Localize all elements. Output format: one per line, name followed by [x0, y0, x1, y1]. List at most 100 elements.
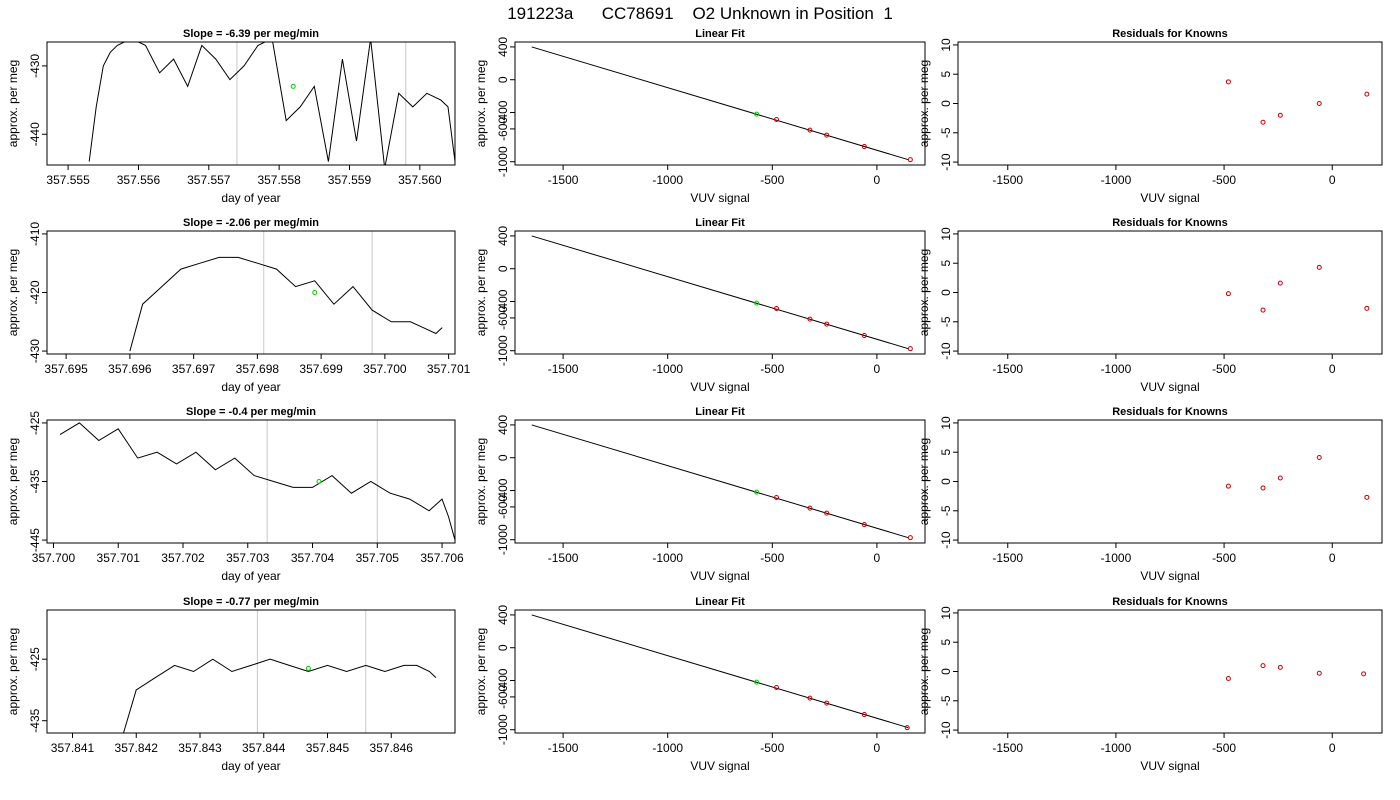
x-tick-label: 357.698 — [236, 362, 280, 376]
known-point — [907, 157, 913, 163]
known-point — [824, 510, 830, 516]
residual-point — [1277, 280, 1283, 286]
unknown-point — [754, 489, 760, 495]
y-tick-label: -435 — [28, 708, 42, 732]
y-tick-label: -10 — [939, 153, 953, 171]
x-tick-label: 357.557 — [187, 173, 231, 187]
residual-point — [1316, 670, 1322, 676]
residual-point — [1316, 264, 1322, 270]
y-tick-label: 5 — [939, 449, 953, 456]
x-tick-label: -500 — [1212, 551, 1236, 565]
y-tick-label: 0 — [496, 76, 510, 83]
y-tick-label: -425 — [28, 647, 42, 671]
fit-line — [531, 235, 909, 350]
chart-title: Slope = -6.39 per meg/min — [183, 28, 319, 40]
known-point — [861, 522, 867, 528]
residual-point — [1277, 475, 1283, 481]
x-tick-label: 357.842 — [115, 741, 159, 755]
midpoint-marker — [312, 290, 318, 295]
y-tick-label: -600 — [496, 117, 510, 141]
y-tick-label: -600 — [496, 685, 510, 709]
y-tick-label: -1000 — [496, 146, 510, 177]
chart-title: Linear Fit — [695, 406, 745, 418]
y-tick-label: -5 — [939, 316, 953, 327]
x-tick-label: -500 — [1212, 362, 1236, 376]
y-tick-label: -400 — [496, 668, 510, 692]
y-axis-label: approx. per meg — [474, 60, 488, 147]
midpoint-marker — [305, 665, 311, 671]
chart-title: Linear Fit — [695, 217, 745, 229]
x-tick-label: -1500 — [548, 551, 579, 565]
y-tick-label: -400 — [496, 289, 510, 313]
known-point — [824, 700, 830, 706]
known-point — [773, 305, 779, 311]
chart-title: Slope = -2.06 per meg/min — [183, 217, 319, 229]
x-tick-label: -1500 — [992, 551, 1023, 565]
x-axis-label: VUV signal — [690, 191, 749, 205]
plot-frame — [514, 230, 926, 355]
y-tick-label: -5 — [939, 695, 953, 706]
x-tick-label: 0 — [874, 551, 881, 565]
x-tick-label: 357.559 — [328, 173, 372, 187]
x-tick-label: -1000 — [1101, 362, 1132, 376]
known-point — [904, 725, 910, 731]
y-tick-label: 0 — [496, 644, 510, 651]
y-axis-label: approx. per meg — [6, 628, 20, 715]
x-axis-label: VUV signal — [1140, 380, 1199, 394]
chart-panel-timeseries-2: Slope = -2.06 per meg/min 357.695 357.696 3… — [6, 217, 471, 394]
x-tick-label: 0 — [1329, 551, 1336, 565]
residual-point — [1364, 91, 1370, 97]
x-axis-label: day of year — [221, 759, 280, 773]
y-axis-label: approx. per meg — [474, 628, 488, 715]
y-axis-label: approx. per meg — [917, 438, 931, 525]
residual-point — [1277, 664, 1283, 670]
x-tick-label: 0 — [874, 173, 881, 187]
residual-point — [1364, 305, 1370, 311]
known-point — [807, 505, 813, 511]
known-point — [907, 535, 913, 541]
chart-panel-residuals-3: Residuals for Knowns -1500 -1000 -500 0 -10 -5… — [917, 406, 1383, 583]
y-tick-label: 400 — [496, 37, 510, 57]
x-tick-label: -500 — [760, 551, 784, 565]
known-point — [773, 684, 779, 690]
plot-frame — [514, 419, 926, 544]
y-tick-label: -1000 — [496, 335, 510, 366]
y-tick-label: 400 — [496, 226, 510, 246]
x-tick-label: -1500 — [548, 741, 579, 755]
series-line-0 — [88, 42, 455, 165]
x-tick-label: 357.700 — [363, 362, 407, 376]
residual-point — [1260, 307, 1266, 313]
chart-title: Slope = -0.4 per meg/min — [186, 406, 316, 418]
x-tick-label: 357.697 — [172, 362, 216, 376]
x-tick-label: 0 — [1329, 741, 1336, 755]
y-tick-label: 5 — [939, 71, 953, 78]
midpoint-marker — [316, 479, 322, 484]
x-tick-label: -1000 — [652, 551, 683, 565]
residual-point — [1277, 112, 1283, 118]
x-axis-label: VUV signal — [1140, 759, 1199, 773]
residual-point — [1316, 454, 1322, 460]
y-tick-label: -5 — [939, 505, 953, 516]
plot-area — [129, 256, 443, 352]
series-line-0 — [59, 422, 455, 541]
residual-point — [1225, 79, 1231, 85]
known-point — [861, 144, 867, 150]
y-tick-label: 5 — [939, 260, 953, 267]
plot-area — [531, 614, 910, 731]
y-axis-label: approx. per meg — [6, 60, 20, 147]
chart-panel-fit-3: Linear Fit -1500 -1000 -500 0 -1000 -600-400 0 4… — [474, 406, 926, 583]
chart-panel-timeseries-1: Slope = -6.39 per meg/min 357.555 357.556 3… — [6, 28, 456, 205]
y-axis-label: approx. per meg — [6, 438, 20, 525]
residual-point — [1225, 676, 1231, 682]
x-tick-label: 357.843 — [178, 741, 222, 755]
y-tick-label: -10 — [939, 531, 953, 549]
y-tick-label: -600 — [496, 495, 510, 519]
chart-panel-timeseries-4: Slope = -0.77 per meg/min 357.841 357.842 3… — [6, 596, 456, 773]
y-tick-label: -440 — [28, 122, 42, 146]
plot-area — [1225, 79, 1370, 125]
y-tick-label: 400 — [496, 605, 510, 625]
x-tick-label: -500 — [760, 741, 784, 755]
plot-frame — [957, 230, 1383, 355]
y-tick-label: -5 — [939, 127, 953, 138]
midpoint-marker — [290, 83, 296, 89]
